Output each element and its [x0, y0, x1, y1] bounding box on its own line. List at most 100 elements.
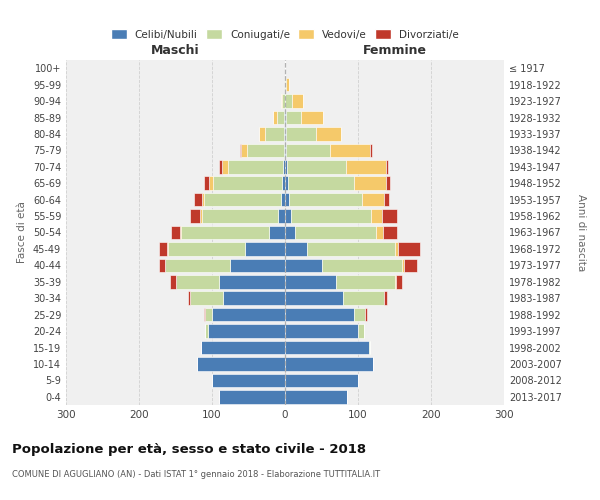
- Bar: [188, 292, 190, 305]
- Bar: [240, 144, 241, 157]
- Bar: [286, 111, 301, 124]
- Bar: [278, 210, 285, 223]
- Bar: [245, 242, 285, 256]
- Bar: [355, 308, 365, 322]
- Bar: [285, 292, 343, 305]
- Bar: [209, 176, 213, 190]
- Bar: [269, 226, 285, 239]
- Bar: [284, 144, 285, 157]
- Bar: [285, 210, 291, 223]
- Bar: [404, 258, 417, 272]
- Bar: [197, 357, 285, 370]
- Bar: [230, 258, 285, 272]
- Bar: [285, 127, 286, 140]
- Bar: [277, 111, 284, 124]
- Bar: [285, 160, 287, 173]
- Bar: [201, 341, 285, 354]
- Bar: [212, 308, 285, 322]
- Bar: [291, 210, 371, 223]
- Bar: [204, 308, 205, 322]
- Bar: [284, 127, 285, 140]
- Text: Maschi: Maschi: [151, 44, 200, 57]
- Bar: [168, 242, 245, 256]
- Bar: [322, 258, 402, 272]
- Bar: [346, 160, 386, 173]
- Bar: [358, 324, 364, 338]
- Bar: [285, 357, 373, 370]
- Bar: [292, 94, 303, 108]
- Bar: [190, 292, 223, 305]
- Bar: [288, 176, 353, 190]
- Bar: [284, 111, 285, 124]
- Bar: [241, 144, 247, 157]
- Bar: [202, 193, 204, 206]
- Bar: [307, 242, 395, 256]
- Bar: [218, 160, 222, 173]
- Bar: [285, 275, 336, 288]
- Bar: [204, 176, 209, 190]
- Bar: [170, 275, 176, 288]
- Bar: [365, 308, 367, 322]
- Bar: [205, 324, 208, 338]
- Bar: [181, 226, 269, 239]
- Bar: [274, 111, 277, 124]
- Bar: [159, 242, 167, 256]
- Bar: [283, 160, 285, 173]
- Bar: [396, 275, 402, 288]
- Bar: [285, 258, 322, 272]
- Bar: [194, 193, 202, 206]
- Bar: [180, 226, 181, 239]
- Bar: [289, 193, 362, 206]
- Bar: [287, 160, 346, 173]
- Bar: [285, 144, 286, 157]
- Bar: [285, 193, 289, 206]
- Bar: [282, 176, 285, 190]
- Bar: [285, 390, 347, 404]
- Bar: [383, 193, 389, 206]
- Bar: [295, 226, 376, 239]
- Bar: [171, 226, 180, 239]
- Bar: [285, 111, 286, 124]
- Bar: [285, 374, 358, 387]
- Bar: [371, 210, 382, 223]
- Bar: [382, 210, 397, 223]
- Bar: [285, 94, 292, 108]
- Bar: [200, 210, 202, 223]
- Bar: [164, 258, 230, 272]
- Bar: [402, 258, 404, 272]
- Bar: [202, 210, 278, 223]
- Bar: [282, 94, 285, 108]
- Bar: [281, 193, 285, 206]
- Bar: [285, 308, 355, 322]
- Legend: Celibi/Nubili, Coniugati/e, Vedovi/e, Divorziati/e: Celibi/Nubili, Coniugati/e, Vedovi/e, Di…: [109, 28, 461, 42]
- Bar: [285, 78, 286, 92]
- Bar: [353, 176, 386, 190]
- Bar: [167, 242, 168, 256]
- Bar: [369, 341, 370, 354]
- Bar: [205, 308, 212, 322]
- Bar: [208, 324, 285, 338]
- Bar: [220, 275, 285, 288]
- Bar: [343, 292, 383, 305]
- Bar: [330, 144, 370, 157]
- Bar: [383, 292, 387, 305]
- Bar: [223, 292, 285, 305]
- Y-axis label: Anni di nascita: Anni di nascita: [575, 194, 586, 271]
- Bar: [386, 176, 390, 190]
- Text: Popolazione per età, sesso e stato civile - 2018: Popolazione per età, sesso e stato civil…: [12, 442, 366, 456]
- Bar: [220, 390, 285, 404]
- Bar: [176, 275, 220, 288]
- Bar: [285, 341, 369, 354]
- Bar: [159, 258, 164, 272]
- Bar: [362, 193, 383, 206]
- Bar: [301, 111, 323, 124]
- Bar: [285, 324, 358, 338]
- Bar: [336, 275, 395, 288]
- Bar: [281, 94, 282, 108]
- Bar: [286, 127, 316, 140]
- Bar: [190, 210, 200, 223]
- Bar: [398, 242, 420, 256]
- Bar: [383, 226, 397, 239]
- Bar: [395, 242, 398, 256]
- Bar: [285, 226, 295, 239]
